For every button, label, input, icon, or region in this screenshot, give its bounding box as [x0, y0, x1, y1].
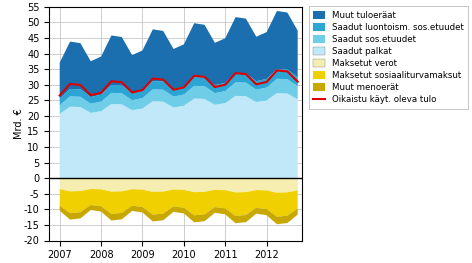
- Y-axis label: Mrd. €: Mrd. €: [14, 108, 24, 139]
- Legend: Muut tuloeräat, Saadut luontoism. sos.etuudet, Saadut sos.etuudet, Saadut palkat: Muut tuloeräat, Saadut luontoism. sos.et…: [309, 6, 468, 109]
